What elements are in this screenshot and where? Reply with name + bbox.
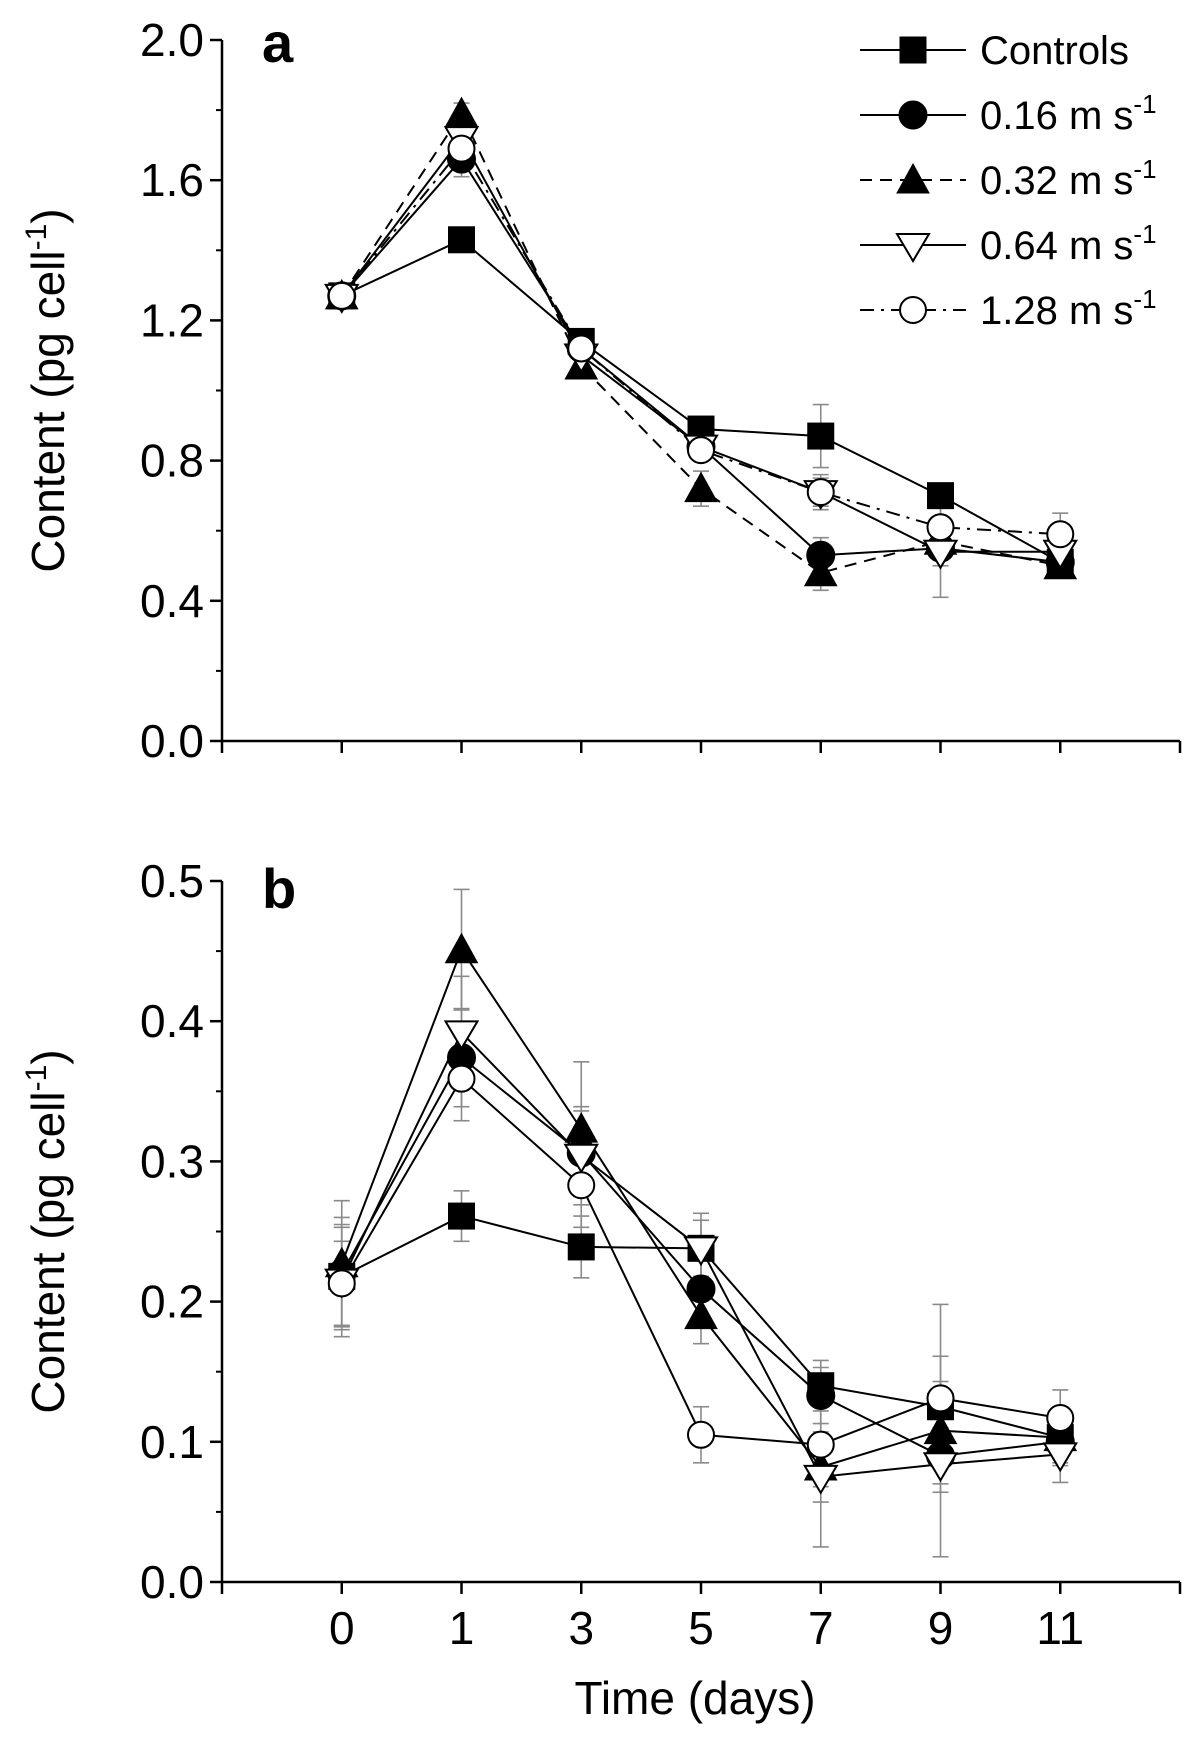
data-point (1046, 1403, 1075, 1432)
panel-b: b 0.0 0.1 0.2 0.3 0.4 0.5 0 1 3 5 7 9 11 Time (days) C… (20, 855, 1182, 1724)
data-point (443, 1020, 480, 1051)
x-tick-label: 7 (808, 1602, 834, 1654)
data-point (926, 513, 955, 542)
y-tick-label: 0.0 (140, 1556, 204, 1608)
legend-marker (899, 36, 927, 64)
panel-label-a: a (262, 11, 294, 74)
data-point (327, 281, 356, 310)
y-tick-label: 0.4 (140, 575, 204, 627)
data-point (922, 1452, 959, 1483)
legend-label-sup: -1 (1133, 284, 1156, 314)
data-point (807, 422, 835, 450)
data-point (327, 1269, 356, 1298)
data-point (1046, 520, 1075, 549)
y-axis-title-end: ) (22, 208, 74, 223)
y-tick-label: 1.6 (140, 154, 204, 206)
y-tick-label: 0.4 (140, 995, 204, 1047)
data-point (567, 334, 596, 363)
data-point (806, 478, 835, 507)
legend-label: 0.32 m s-1 (980, 154, 1157, 203)
x-tick-label: 0 (329, 1602, 355, 1654)
data-point (444, 96, 479, 128)
legend-label-main: 0.32 m s (980, 159, 1133, 203)
y-axis-title-main: Content (pg cell (22, 250, 74, 572)
series-line (341, 238, 1061, 564)
y-tick-label: 2.0 (140, 14, 204, 66)
data-point (448, 1202, 475, 1230)
legend-label: 0.64 m s-1 (980, 219, 1157, 268)
data-point (444, 932, 479, 964)
legend-label-sup: -1 (1133, 154, 1156, 184)
legend-label: Controls (980, 29, 1129, 73)
legend-label-main: 0.16 m s (980, 94, 1133, 138)
data-point (806, 1430, 835, 1459)
data-point (803, 555, 838, 587)
y-tick-label: 0.0 (140, 715, 204, 767)
data-point (447, 134, 476, 163)
data-point (447, 1064, 476, 1093)
y-tick-label: 0.1 (140, 1416, 204, 1468)
data-point (687, 1420, 715, 1449)
legend-marker (896, 162, 930, 194)
legend-label-sup: -1 (1133, 89, 1156, 119)
y-axis-title: Content (pg cell-1) (20, 208, 74, 572)
x-axis-title: Time (days) (574, 1672, 815, 1724)
y-axis-title-end: ) (22, 1049, 74, 1064)
x-tick-label: 1 (449, 1602, 475, 1654)
data-point (927, 482, 954, 510)
data-point (563, 1143, 600, 1174)
data-point (926, 1384, 955, 1413)
data-point (564, 1112, 599, 1143)
legend-label-main: Controls (980, 29, 1129, 73)
data-point (684, 471, 718, 503)
y-tick-label: 0.5 (140, 855, 204, 907)
data-point (567, 1233, 595, 1261)
y-tick-label: 0.8 (140, 435, 204, 487)
x-tick-label: 9 (928, 1602, 954, 1654)
legend-label: 0.16 m s-1 (980, 89, 1157, 138)
data-point (923, 1413, 958, 1445)
x-tick-label: 3 (568, 1602, 594, 1654)
data-point (683, 1236, 719, 1267)
legend-label-main: 1.28 m s (980, 289, 1133, 333)
y-axis-title: Content (pg cell-1) (20, 1049, 74, 1413)
data-point (687, 436, 715, 465)
data-point (802, 1464, 839, 1495)
legend-marker (899, 296, 927, 324)
data-point (1042, 1442, 1079, 1473)
y-axis-title-sup: -1 (20, 224, 53, 251)
panel-label-b: b (262, 857, 296, 920)
x-tick-label: 5 (688, 1602, 714, 1654)
legend-marker (895, 233, 931, 263)
data-point (448, 226, 475, 254)
y-axis-title-main: Content (pg cell (22, 1091, 74, 1413)
y-tick-label: 0.3 (140, 1135, 204, 1187)
legend-label: 1.28 m s-1 (980, 284, 1157, 333)
data-point (684, 1298, 718, 1330)
data-point (567, 1171, 596, 1200)
y-tick-label: 0.2 (140, 1276, 204, 1328)
legend-label-main: 0.64 m s (980, 224, 1133, 268)
data-point (806, 1381, 836, 1411)
y-tick-label: 1.2 (140, 294, 204, 346)
x-tick-label: 11 (1036, 1602, 1084, 1654)
y-axis-title-sup: -1 (20, 1065, 53, 1092)
legend-label-sup: -1 (1133, 219, 1156, 249)
legend-marker (898, 100, 928, 130)
